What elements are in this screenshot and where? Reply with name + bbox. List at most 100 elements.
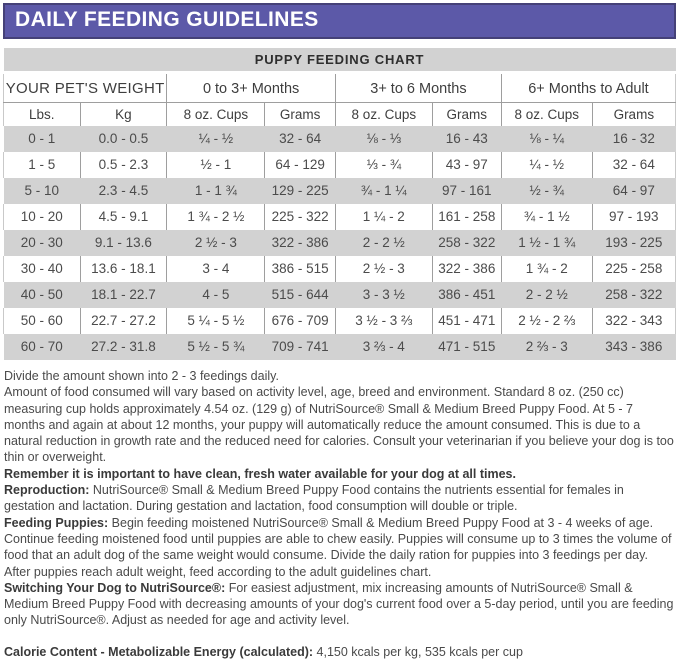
note-bold-text: Reproduction: [4, 483, 90, 498]
column-header-grams-1: Grams [264, 102, 336, 126]
note-bold-text: Calorie Content - Metabolizable Energy (… [4, 644, 314, 659]
table-cell: 322 - 386 [431, 256, 502, 282]
table-cell: 3 ½ - 3 ⅔ [334, 308, 433, 334]
note-divide-feedings: Divide the amount shown into 2 - 3 feedi… [4, 368, 675, 384]
table-cell: ⅛ - ⅓ [366, 131, 402, 146]
table-cell: 64 - 97 [612, 183, 655, 198]
column-header-grams-2: Grams [431, 102, 502, 126]
table-cell: ½ - ¾ [529, 183, 565, 198]
note-text: For easiest adjustment, mix increasing a… [4, 580, 674, 628]
table-cell: ⅛ - ¼ [529, 131, 565, 146]
note-text: NutriSource® Small & Medium Breed Puppy … [4, 483, 624, 514]
table-cell: 2 ½ - 3 [194, 235, 237, 250]
age-group-6-months-adult: 6+ Months to Adult [500, 72, 677, 103]
table-cell: 709 - 741 [271, 339, 329, 354]
table-cell: 2 ⅔ - 3 [525, 339, 568, 354]
table-cell: ¾ - 1 ¼ [360, 183, 407, 198]
column-header-grams-3: Grams [591, 102, 677, 126]
note-amount-consumed: Amount of food consumed will vary based … [4, 384, 675, 465]
table-title: PUPPY FEEDING CHART [3, 48, 676, 74]
age-group-header-row: YOUR PET'S WEIGHT 0 to 3+ Months 3+ to 6… [2, 72, 677, 103]
table-cell: 4 - 5 [202, 287, 230, 302]
table-cell: ¼ - ½ [198, 131, 234, 146]
table-cell: 322 - 386 [271, 235, 329, 250]
table-cell: 27.2 - 31.8 [91, 339, 156, 354]
table-cell: 1 ¾ - 2 [500, 256, 593, 282]
note-fresh-water: Remember it is important to have clean, … [4, 466, 675, 482]
table-cell: 676 - 709 [264, 308, 336, 334]
table-row: 5 - 10 2.3 - 4.5 1 - 1 ¾ 129 - 225 ¾ - 1 ¼ 97… [3, 178, 676, 204]
table-cell: 471 - 515 [438, 339, 496, 354]
table-cell: ½ - 1 [166, 152, 265, 178]
table-title-row: PUPPY FEEDING CHART [3, 48, 676, 74]
table-cell: 20 - 30 [20, 235, 63, 250]
table-cell: 1 - 5 [3, 152, 81, 178]
table-cell: 10 - 20 [3, 204, 81, 230]
note-reproduction: Reproduction: NutriSource® Small & Mediu… [4, 482, 675, 515]
table-cell: 258 - 322 [438, 235, 496, 250]
column-header-lbs: Lbs. [3, 102, 81, 126]
column-header-cups-3: 8 oz. Cups [500, 102, 593, 126]
puppy-feeding-table: PUPPY FEEDING CHART YOUR PET'S WEIGHT 0 … [2, 48, 677, 360]
table-cell: ¼ - ½ [500, 152, 593, 178]
table-cell: ¾ - 1 ½ [500, 204, 593, 230]
table-cell: 64 - 129 [264, 152, 336, 178]
table-cell: 2.3 - 4.5 [98, 183, 149, 198]
table-cell: 258 - 322 [605, 287, 663, 302]
table-cell: 97 - 193 [591, 204, 677, 230]
note-bold-text: Remember it is important to have clean, … [4, 466, 516, 481]
table-cell: 22.7 - 27.2 [79, 308, 167, 334]
table-cell: 0 - 1 [28, 131, 56, 146]
note-text: Divide the amount shown into 2 - 3 feedi… [4, 369, 279, 383]
table-cell: 32 - 64 [279, 131, 322, 146]
table-cell: 16 - 43 [445, 131, 488, 146]
table-cell: 43 - 97 [431, 152, 502, 178]
table-row: 60 - 70 27.2 - 31.8 5 ½ - 5 ¾ 709 - 741 3 ⅔ … [3, 334, 676, 360]
table-cell: 18.1 - 22.7 [91, 287, 156, 302]
column-header-kg: Kg [79, 102, 167, 126]
table-cell: 97 - 161 [442, 183, 492, 198]
notes-section: Divide the amount shown into 2 - 3 feedi… [3, 360, 676, 660]
table-cell: 4.5 - 9.1 [79, 204, 167, 230]
table-cell: 1 ¾ - 2 ½ [166, 204, 265, 230]
table-cell: 386 - 451 [438, 287, 496, 302]
weight-group-header: YOUR PET'S WEIGHT [2, 72, 167, 103]
note-bold-text: Switching Your Dog to NutriSource®: [4, 580, 226, 595]
age-group-0-3-months: 0 to 3+ Months [166, 72, 336, 103]
table-cell: 1 ¼ - 2 [334, 204, 433, 230]
table-cell: 3 ⅔ - 4 [362, 339, 405, 354]
table-cell: 343 - 386 [605, 339, 663, 354]
table-row: 10 - 20 4.5 - 9.1 1 ¾ - 2 ½ 225 - 322 1 ¼ - … [3, 204, 677, 230]
table-cell: 3 - 4 [166, 256, 265, 282]
table-row: 1 - 5 0.5 - 2.3 ½ - 1 64 - 129 ⅓ - ¾ 43 - 97 ¼… [3, 152, 677, 178]
table-cell: 40 - 50 [20, 287, 63, 302]
table-cell: 60 - 70 [20, 339, 63, 354]
table-cell: 129 - 225 [271, 183, 329, 198]
note-feeding-puppies: Feeding Puppies: Begin feeding moistened… [4, 515, 675, 580]
table-cell: 0.5 - 2.3 [79, 152, 167, 178]
note-switching: Switching Your Dog to NutriSource®: For … [4, 580, 675, 629]
table-cell: 3 - 3 ½ [362, 287, 405, 302]
column-header-row: Lbs. Kg 8 oz. Cups Grams 8 oz. Cups Gram… [3, 102, 677, 126]
note-bold-text: Feeding Puppies: [4, 515, 109, 530]
table-row: 40 - 50 18.1 - 22.7 4 - 5 515 - 644 3 - 3 ½ 3… [3, 282, 676, 308]
table-cell: 30 - 40 [3, 256, 81, 282]
age-group-3-6-months: 3+ to 6 Months [334, 72, 502, 103]
table-cell: 515 - 644 [271, 287, 329, 302]
column-header-cups-2: 8 oz. Cups [334, 102, 433, 126]
table-cell: 5 - 10 [24, 183, 60, 198]
table-cell: 1 - 1 ¾ [194, 183, 237, 198]
table-cell: 2 ½ - 2 ⅔ [500, 308, 593, 334]
feeding-table-body: 0 - 1 0.0 - 0.5 ¼ - ½ 32 - 64 ⅛ - ⅓ 16 - 43 ⅛ … [3, 126, 677, 360]
table-cell: 9.1 - 13.6 [94, 235, 152, 250]
note-text: 4,150 kcals per kg, 535 kcals per cup [313, 644, 523, 659]
table-cell: 2 ½ - 3 [334, 256, 433, 282]
table-cell: 322 - 343 [591, 308, 677, 334]
table-row: 0 - 1 0.0 - 0.5 ¼ - ½ 32 - 64 ⅛ - ⅓ 16 - 43 ⅛ … [3, 126, 676, 152]
table-cell: 451 - 471 [431, 308, 502, 334]
note-text: Amount of food consumed will vary based … [4, 385, 674, 465]
table-cell: 16 - 32 [612, 131, 655, 146]
table-cell: 5 ¼ - 5 ½ [166, 308, 265, 334]
